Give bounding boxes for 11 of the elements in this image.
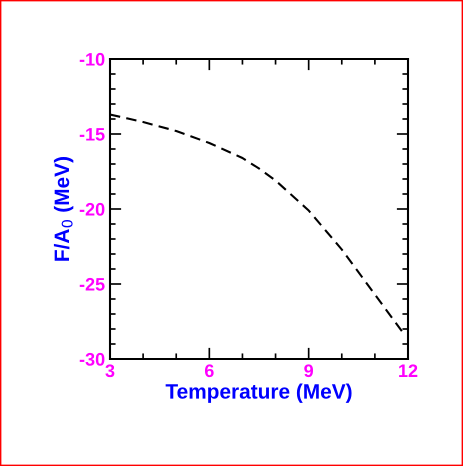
x-axis-title: Temperature (MeV) <box>166 383 352 403</box>
y-axis-title: F/A$_{0}$ (MeV) <box>54 157 74 261</box>
y-tick-label: -30 <box>80 352 104 366</box>
y-tick-label: -15 <box>80 128 105 141</box>
x-tick-label: 6 <box>204 364 214 378</box>
x-tick-label: 12 <box>399 364 418 377</box>
x-tick-label: 3 <box>105 364 114 378</box>
x-tick-label: 9 <box>304 364 314 378</box>
y-tick-label: -20 <box>80 202 104 216</box>
y-tick-label: -25 <box>80 278 105 291</box>
y-tick-label: -10 <box>80 52 104 66</box>
